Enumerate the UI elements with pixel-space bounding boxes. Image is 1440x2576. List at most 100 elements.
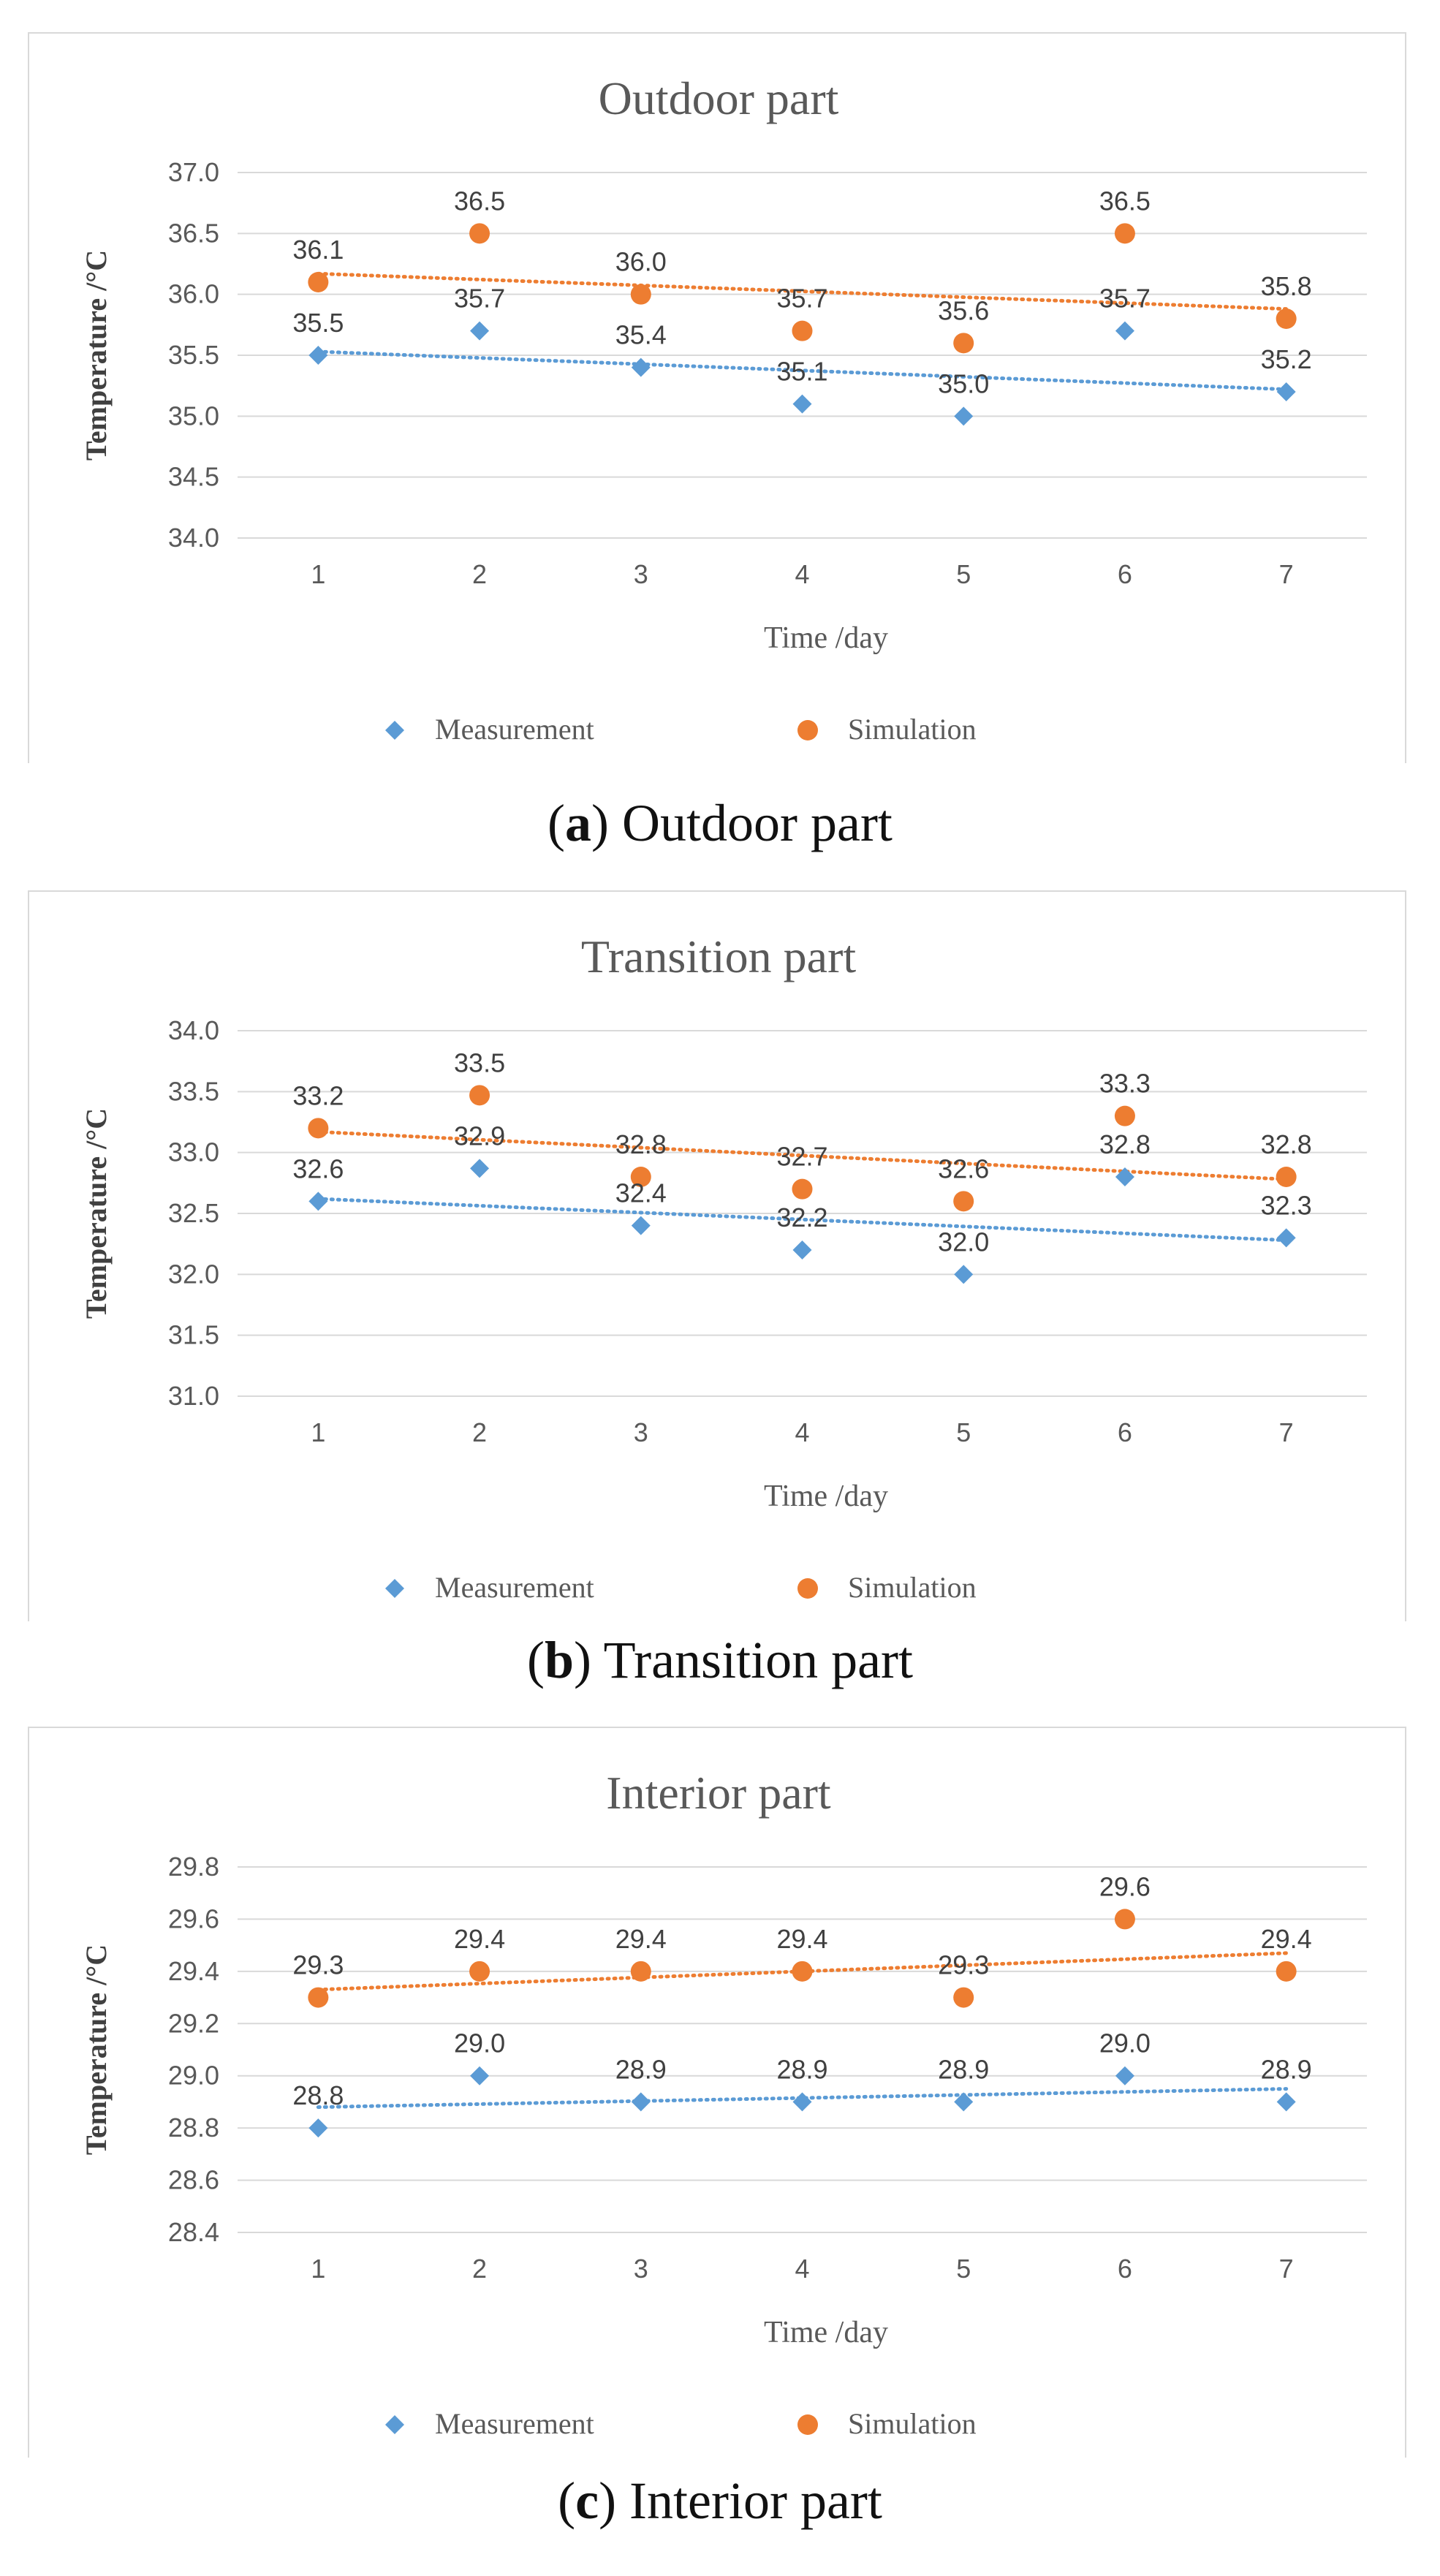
data-point-measurement xyxy=(792,2092,812,2112)
y-tick-label: 35.5 xyxy=(168,340,219,370)
data-label-measurement: 28.9 xyxy=(1261,2054,1312,2084)
data-point-simulation xyxy=(953,333,974,354)
y-axis-label: Temperature /°C xyxy=(80,1108,113,1319)
data-point-measurement xyxy=(470,1159,490,1178)
data-label-simulation: 36.1 xyxy=(292,235,344,265)
data-point-simulation xyxy=(1276,1961,1297,1982)
data-label-simulation: 32.7 xyxy=(776,1142,827,1172)
data-point-simulation xyxy=(630,1167,651,1187)
data-label-measurement: 29.0 xyxy=(1099,2028,1151,2058)
y-tick-label: 29.4 xyxy=(168,1956,219,1986)
y-tick-label: 28.4 xyxy=(168,2217,219,2247)
x-tick-label: 3 xyxy=(634,559,648,589)
x-tick-label: 5 xyxy=(956,559,971,589)
data-label-measurement: 32.2 xyxy=(776,1202,827,1232)
data-label-simulation: 35.7 xyxy=(776,284,827,314)
data-point-measurement xyxy=(631,1216,651,1235)
data-label-measurement: 35.7 xyxy=(454,284,505,314)
data-label-measurement: 35.2 xyxy=(1261,344,1312,374)
data-point-simulation xyxy=(630,284,651,305)
legend-label-measurement: Measurement xyxy=(435,2407,594,2440)
data-label-measurement: 32.4 xyxy=(615,1178,667,1208)
data-label-simulation: 36.5 xyxy=(1099,186,1151,216)
data-point-measurement xyxy=(470,2066,490,2086)
data-label-simulation: 33.2 xyxy=(292,1080,344,1110)
y-tick-label: 29.2 xyxy=(168,2008,219,2038)
data-point-measurement xyxy=(1115,2066,1134,2086)
data-label-measurement: 35.4 xyxy=(615,320,667,350)
legend-label-simulation: Simulation xyxy=(848,713,977,746)
x-tick-label: 7 xyxy=(1279,1417,1294,1447)
x-tick-label: 3 xyxy=(634,1417,648,1447)
caption-text: Interior part xyxy=(629,2471,882,2530)
data-point-measurement xyxy=(1115,1167,1134,1186)
x-axis-label: Time /day xyxy=(764,1480,888,1513)
data-point-simulation xyxy=(1114,1105,1135,1126)
data-point-simulation xyxy=(792,320,813,341)
data-point-simulation xyxy=(469,1961,490,1982)
chart-title: Interior part xyxy=(606,1767,831,1819)
data-label-measurement: 32.0 xyxy=(938,1227,989,1257)
y-axis-label: Temperature /°C xyxy=(80,1944,113,2155)
x-tick-label: 1 xyxy=(311,2254,325,2284)
data-point-simulation xyxy=(1276,308,1297,329)
x-tick-label: 6 xyxy=(1118,559,1132,589)
legend-marker-simulation xyxy=(797,2414,818,2435)
chart-outdoor-svg: Outdoor part 34.0 34.5 35.0 35.5 36.0 36.5 37.0… xyxy=(80,72,1367,746)
y-tick-label: 37.0 xyxy=(168,157,219,187)
y-tick-label: 32.5 xyxy=(168,1198,219,1228)
data-point-simulation xyxy=(792,1178,813,1200)
legend-label-measurement: Measurement xyxy=(435,1571,594,1604)
y-tick-label: 33.0 xyxy=(168,1137,219,1167)
data-point-simulation xyxy=(953,1987,974,2008)
y-tick-label: 34.5 xyxy=(168,462,219,492)
data-point-measurement xyxy=(1276,2092,1296,2112)
data-label-measurement: 35.0 xyxy=(938,368,989,398)
data-label-simulation: 32.8 xyxy=(1261,1129,1312,1159)
x-tick-label: 4 xyxy=(795,559,809,589)
y-tick-label: 31.5 xyxy=(168,1320,219,1350)
data-label-simulation: 35.8 xyxy=(1261,271,1312,301)
legend-marker-simulation xyxy=(797,1578,818,1599)
data-label-measurement: 32.3 xyxy=(1261,1190,1312,1220)
legend-marker-simulation xyxy=(797,720,818,740)
data-label-simulation: 29.3 xyxy=(292,1950,344,1980)
y-tick-label: 28.8 xyxy=(168,2113,219,2143)
y-tick-label: 29.0 xyxy=(168,2061,219,2091)
y-tick-label: 36.0 xyxy=(168,279,219,309)
y-tick-label: 28.6 xyxy=(168,2165,219,2195)
data-label-simulation: 36.5 xyxy=(454,186,505,216)
x-tick-label: 2 xyxy=(472,1417,487,1447)
data-label-simulation: 29.4 xyxy=(776,1924,827,1954)
caption-outdoor: (a) Outdoor part xyxy=(547,794,893,852)
data-label-simulation: 32.6 xyxy=(938,1153,989,1183)
y-tick-label: 33.5 xyxy=(168,1076,219,1106)
chart-transition-svg: Transition part 31.0 31.5 32.0 32.5 33.0 33.5 3… xyxy=(80,931,1367,1604)
data-label-measurement: 35.7 xyxy=(1099,284,1151,314)
data-point-measurement xyxy=(792,394,812,414)
x-tick-label: 2 xyxy=(472,2254,487,2284)
data-point-measurement xyxy=(631,2092,651,2112)
data-label-measurement: 28.9 xyxy=(615,2054,667,2084)
y-tick-label: 32.0 xyxy=(168,1259,219,1289)
chart-panel-outdoor: Outdoor part 34.0 34.5 35.0 35.5 36.0 36.5 37.0… xyxy=(28,32,1406,763)
legend-label-simulation: Simulation xyxy=(848,1571,977,1604)
data-label-simulation: 32.8 xyxy=(615,1129,667,1159)
data-point-simulation xyxy=(953,1191,974,1212)
trendline-measurement xyxy=(316,1197,1289,1243)
data-label-simulation: 33.3 xyxy=(1099,1069,1151,1099)
data-point-simulation xyxy=(308,1118,329,1139)
x-tick-label: 3 xyxy=(634,2254,648,2284)
chart-panel-transition: Transition part 31.0 31.5 32.0 32.5 33.0 33.5 3… xyxy=(28,890,1406,1621)
x-tick-label: 5 xyxy=(956,1417,971,1447)
data-point-measurement xyxy=(308,2118,328,2138)
chart-title: Transition part xyxy=(581,931,857,982)
data-point-simulation xyxy=(1114,223,1135,244)
data-label-simulation: 33.5 xyxy=(454,1048,505,1077)
data-point-simulation xyxy=(1276,1167,1297,1187)
x-tick-label: 1 xyxy=(311,559,325,589)
data-point-simulation xyxy=(308,1987,329,2008)
y-tick-label: 31.0 xyxy=(168,1381,219,1411)
caption-interior: (c) Interior part xyxy=(558,2471,882,2530)
data-point-measurement xyxy=(954,406,974,426)
